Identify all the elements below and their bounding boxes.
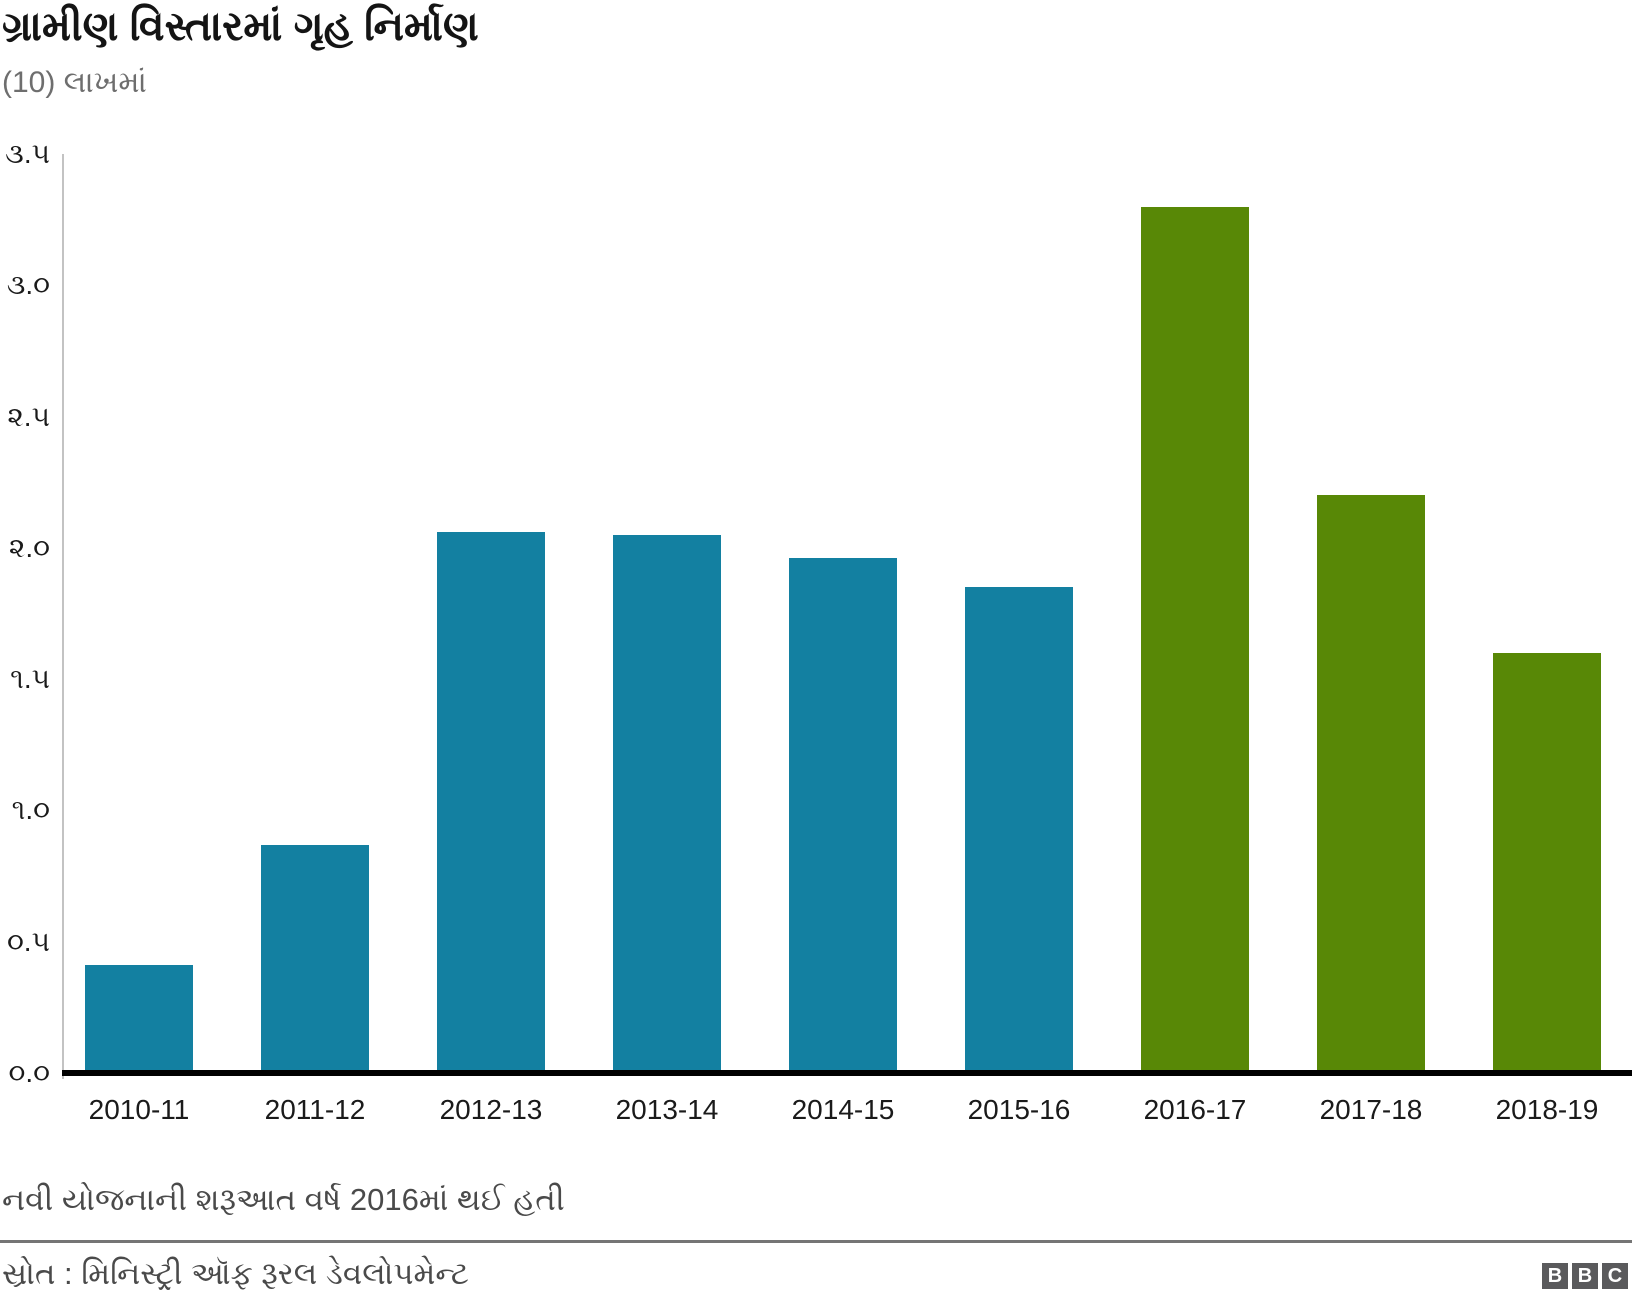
y-tick-0: ૦.૦ (8, 1057, 51, 1088)
y-tick-3: ૩.૦ (6, 269, 50, 301)
bbc-logo: B B C (1542, 1263, 1628, 1289)
bar-2014-15 (789, 558, 897, 1073)
x-label-2016-17: 2016-17 (1143, 1094, 1247, 1125)
source-text: સ્રોત : મિનિસ્ટ્રી ઑફ રૂરલ ડેવલોપમેન્ટ (2, 1256, 469, 1291)
bbc-logo-letter: B (1572, 1263, 1598, 1289)
y-tick-2.5: ૨.૫ (7, 400, 50, 432)
x-label-2013-14: 2013-14 (615, 1094, 719, 1125)
y-tick-3.5: ૩.૫ (5, 138, 50, 169)
y-tick-1: ૧.૦ (11, 794, 50, 826)
bbc-logo-letter: B (1542, 1263, 1568, 1289)
bar-2015-16 (965, 587, 1073, 1073)
bbc-logo-letter: C (1602, 1263, 1628, 1289)
page-title: ગ્રામીણ વિસ્તારમાં ગૃહ નિર્માણ (2, 3, 479, 49)
y-tick-2: ૨.૦ (8, 531, 50, 563)
bar-2011-12 (261, 845, 369, 1073)
bar-2016-17 (1141, 207, 1249, 1073)
footnote-text: નવી યોજનાની શરૂઆત વર્ષ 2016માં થઈ હતી (2, 1182, 565, 1217)
bar-2013-14 (613, 535, 721, 1073)
bar-chart: ૦.૦ ૦.૫ ૧.૦ ૧.૫ ૨.૦ ૨.૫ ૩.૦ ૩.૫ 2010-11 2011-12 2… (5, 138, 1632, 1125)
footer-divider (0, 1240, 1632, 1243)
page-subtitle: (10) લાખમાં (2, 66, 147, 99)
y-tick-1.5: ૧.૫ (10, 663, 50, 695)
x-label-2015-16: 2015-16 (967, 1094, 1071, 1125)
x-axis-line (62, 1070, 1632, 1076)
bar-2018-19 (1493, 653, 1601, 1073)
x-label-2012-13: 2012-13 (439, 1094, 543, 1125)
x-label-2011-12: 2011-12 (264, 1094, 366, 1125)
bar-2017-18 (1317, 495, 1425, 1073)
bar-2012-13 (437, 532, 545, 1073)
x-label-2018-19: 2018-19 (1495, 1094, 1599, 1125)
x-label-2010-11: 2010-11 (88, 1094, 190, 1125)
bar-2010-11 (85, 965, 193, 1073)
y-tick-0.5: ૦.૫ (6, 925, 50, 957)
x-label-2017-18: 2017-18 (1319, 1094, 1423, 1125)
y-axis-line (62, 154, 64, 1079)
x-label-2014-15: 2014-15 (791, 1094, 895, 1125)
